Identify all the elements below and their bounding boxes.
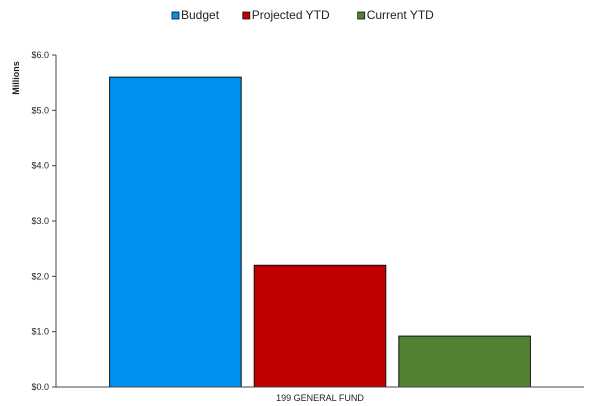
bar-budget — [109, 76, 242, 388]
legend-label-current-ytd: Current YTD — [367, 8, 434, 22]
x-axis-labels: 199 GENERAL FUND — [276, 393, 364, 403]
legend-swatch-current-ytd — [357, 11, 366, 20]
legend-swatch-projected-ytd — [242, 11, 251, 20]
y-axis-ticks: $0.0 $1.0 $2.0 $3.0 $4.0 $5.0 $6.0 — [31, 50, 56, 392]
y-tick-label: $4.0 — [31, 161, 49, 171]
legend-swatch-budget — [171, 11, 180, 20]
y-tick-label: $1.0 — [31, 327, 49, 337]
y-tick-label: $3.0 — [31, 216, 49, 226]
legend-label-projected-ytd: Projected YTD — [252, 8, 330, 22]
legend-label-budget: Budget — [181, 8, 220, 22]
y-tick-label: $6.0 — [31, 50, 49, 60]
axes — [55, 55, 584, 388]
y-axis-label: Millions — [11, 61, 21, 95]
legend: Budget Projected YTD Current YTD — [171, 8, 434, 22]
x-category-label: 199 GENERAL FUND — [276, 393, 364, 403]
bar-projected-ytd — [253, 264, 387, 388]
bar-current-ytd — [398, 335, 531, 388]
y-tick-label: $2.0 — [31, 271, 49, 281]
y-tick-label: $0.0 — [31, 382, 49, 392]
y-tick-label: $5.0 — [31, 105, 49, 115]
bars — [109, 76, 531, 388]
